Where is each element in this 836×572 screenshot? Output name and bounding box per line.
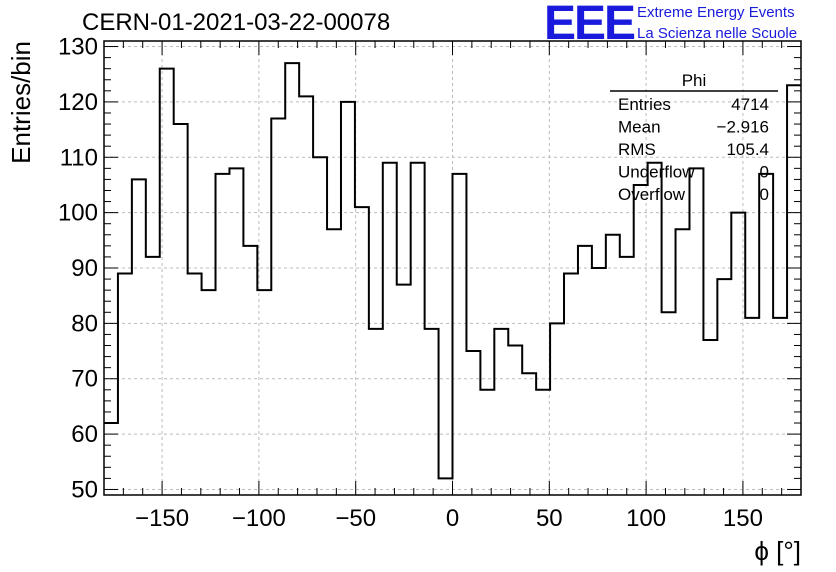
y-tick-label: 60 (71, 421, 98, 448)
y-tick-label: 80 (71, 310, 98, 337)
stats-label: RMS (618, 140, 656, 159)
eee-logo: EEE (544, 0, 636, 50)
y-tick-labels: 50 60 70 80 90 100 110 120 130 (58, 34, 98, 504)
chart-title: CERN-01-2021-03-22-00078 (82, 9, 391, 36)
stats-value: 0 (760, 163, 769, 182)
y-tick-label: 130 (58, 34, 98, 61)
x-tick-label: 0 (446, 505, 459, 532)
axis-ticks (103, 41, 802, 495)
x-axis-title: ϕ [°] (754, 536, 801, 566)
x-tick-label: −150 (135, 505, 189, 532)
y-axis-title: Entries/bin (6, 41, 36, 164)
stats-box: Phi Entries 4714 Mean −2.916 RMS 105.4 Underfl… (610, 71, 778, 204)
y-tick-label: 120 (58, 89, 98, 116)
x-tick-label: −50 (335, 505, 376, 532)
stats-label: Entries (618, 95, 671, 114)
x-tick-label: 100 (626, 505, 666, 532)
logo-subtitle-1: Extreme Energy Events (637, 4, 795, 21)
histogram-step-line (104, 62, 801, 480)
stats-value: 4714 (731, 95, 769, 114)
stats-value: 105.4 (726, 140, 769, 159)
logo-subtitle-2: La Scienza nelle Scuole (637, 25, 798, 42)
x-tick-label: 50 (536, 505, 563, 532)
stats-label: Mean (618, 118, 661, 137)
stats-value: 0 (760, 185, 769, 204)
stats-title: Phi (682, 71, 707, 90)
x-tick-label: −100 (232, 505, 286, 532)
x-tick-labels: −150 −100 −50 0 50 100 150 (135, 505, 763, 532)
stats-rows: Entries 4714 Mean −2.916 RMS 105.4 Underflow 0 O… (618, 95, 769, 204)
y-tick-label: 70 (71, 366, 98, 393)
stats-value: −2.916 (717, 118, 769, 137)
y-tick-label: 50 (71, 476, 98, 503)
stats-label: Underflow (618, 163, 695, 182)
y-tick-label: 100 (58, 200, 98, 227)
stats-label: Overflow (618, 185, 686, 204)
y-tick-label: 90 (71, 255, 98, 282)
x-tick-label: 150 (723, 505, 763, 532)
y-tick-label: 110 (60, 144, 98, 171)
